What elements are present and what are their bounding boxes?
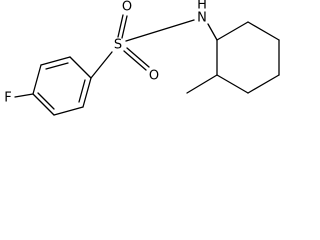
- atom-label: O: [122, 0, 132, 15]
- bond: [126, 47, 150, 68]
- bond: [69, 56, 92, 79]
- bond: [216, 74, 249, 94]
- structure: F S O O N H: [4, 0, 280, 116]
- bond: [53, 106, 84, 116]
- atom-label: H: [197, 0, 207, 13]
- bond: [14, 93, 34, 98]
- bond: [121, 15, 128, 39]
- bond: [123, 50, 147, 71]
- bond: [40, 56, 71, 66]
- bonds: [14, 14, 280, 116]
- bond: [247, 21, 280, 41]
- bond: [82, 77, 92, 108]
- bond: [216, 21, 249, 41]
- atom-label: F: [4, 91, 11, 106]
- bond: [78, 79, 86, 103]
- bond: [90, 51, 113, 79]
- bond: [247, 74, 280, 94]
- bond: [125, 19, 195, 42]
- bond: [207, 23, 218, 41]
- atom-label: N: [197, 11, 207, 26]
- bond: [186, 74, 218, 94]
- bond: [45, 62, 69, 70]
- bond: [32, 93, 55, 116]
- atom-label: O: [149, 69, 159, 84]
- bond: [32, 64, 42, 95]
- atom-label: S: [114, 38, 122, 53]
- bond: [117, 14, 124, 38]
- bond: [37, 92, 55, 110]
